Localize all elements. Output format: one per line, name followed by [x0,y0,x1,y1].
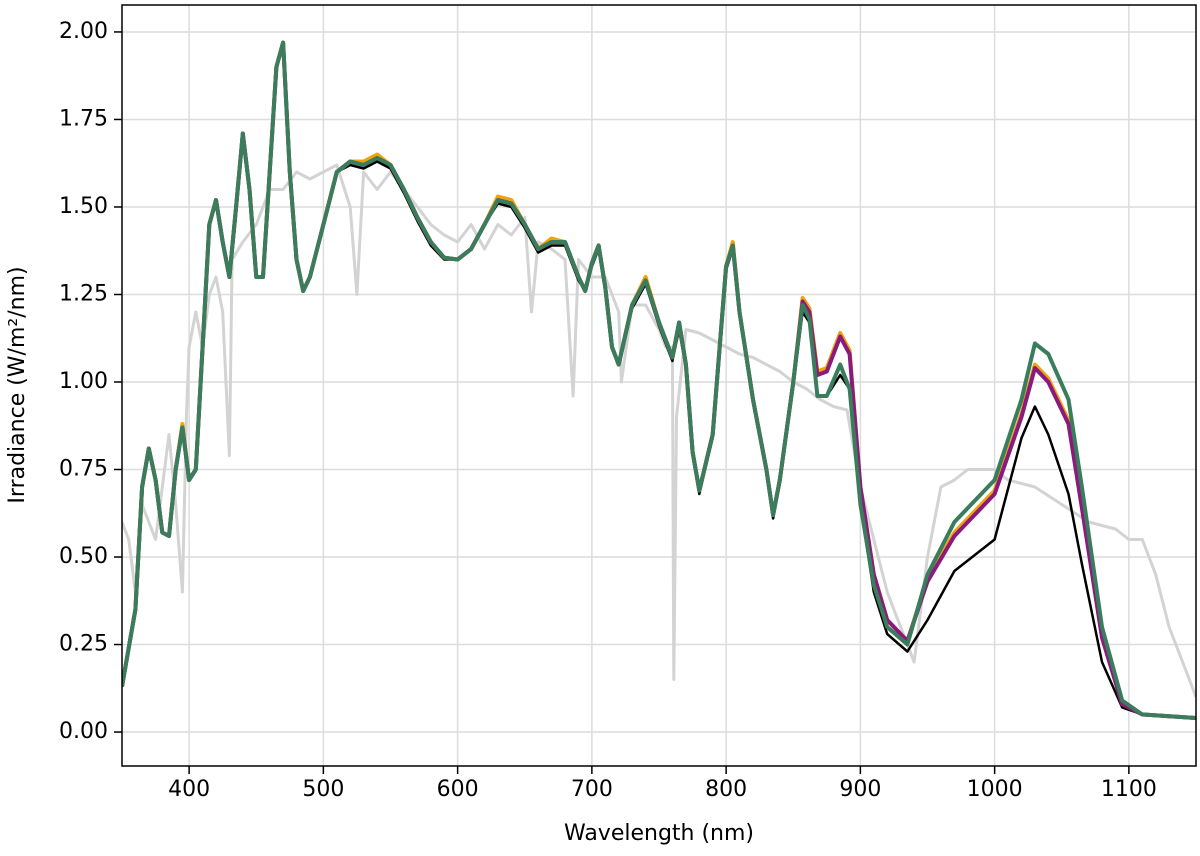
x-tick-label: 500 [302,777,344,802]
y-tick-label: 1.25 [59,281,108,306]
y-tick-label: 2.00 [59,19,108,44]
x-tick-label: 400 [168,777,210,802]
y-tick-label: 0.25 [59,632,108,657]
data-line [122,40,1196,720]
x-tick-label: 1100 [1101,777,1157,802]
y-tick-label: 0.75 [59,457,108,482]
y-axis-label: Irradiance (W/m²/nm) [5,266,30,503]
y-tick-label: 0.50 [59,544,108,569]
y-tick-label: 1.50 [59,194,108,219]
x-tick-label: 700 [571,777,613,802]
data-line [122,40,1196,720]
plot-frame [121,4,1197,767]
y-tick-label: 1.00 [59,369,108,394]
x-tick-label: 1000 [967,777,1023,802]
x-tick-label: 900 [839,777,881,802]
x-tick-label: 600 [437,777,479,802]
x-axis-label: Wavelength (nm) [564,821,754,846]
y-tick-label: 0.00 [59,719,108,744]
data-line [122,163,1196,698]
data-line [122,40,1196,720]
x-tick-label: 800 [705,777,747,802]
y-tick-label: 1.75 [59,106,108,131]
data-line [122,41,1196,720]
